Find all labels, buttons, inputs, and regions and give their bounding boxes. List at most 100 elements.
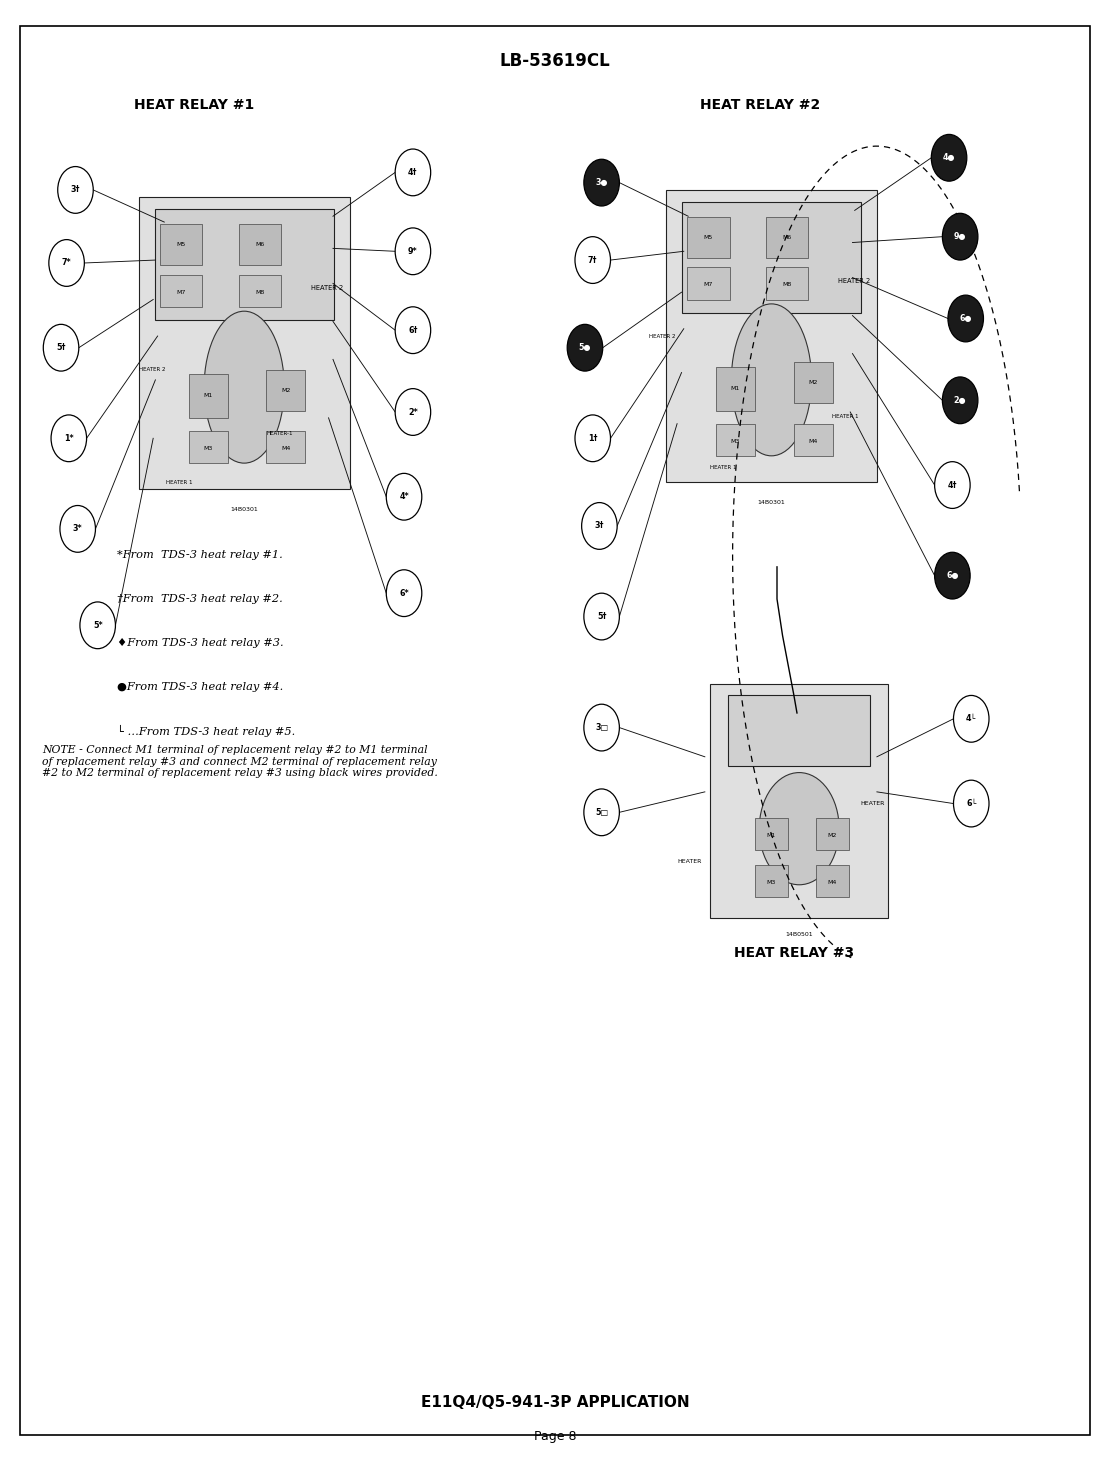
Circle shape [386,570,422,617]
Bar [755,818,788,850]
Text: M7: M7 [176,289,185,295]
Text: HEATER 2: HEATER 2 [311,285,343,291]
Text: HEATER 2: HEATER 2 [649,333,676,339]
Bar [239,275,281,307]
Text: M2: M2 [808,380,818,386]
Text: 3□: 3□ [595,723,608,732]
Bar [266,431,305,463]
Text: HEAT RELAY #1: HEAT RELAY #1 [134,98,254,112]
Text: 7*: 7* [62,259,71,267]
Text: 9●: 9● [953,232,967,241]
Circle shape [582,503,617,549]
Text: NOTE - Connect M1 terminal of replacement relay #2 to M1 terminal
of replacement: NOTE - Connect M1 terminal of replacemen… [42,745,438,779]
Circle shape [942,213,978,260]
Text: 7†: 7† [588,256,597,264]
Text: HEATER: HEATER [860,801,885,806]
Text: M7: M7 [704,282,713,288]
Text: 4●: 4● [942,153,956,162]
Text: M3: M3 [767,880,776,885]
Circle shape [60,506,95,552]
Bar [816,818,849,850]
Text: M2: M2 [281,387,291,393]
Text: 4└: 4└ [966,714,977,723]
Text: HEAT RELAY #2: HEAT RELAY #2 [700,98,820,112]
Text: E11Q4/Q5-941-3P APPLICATION: E11Q4/Q5-941-3P APPLICATION [421,1395,689,1410]
Text: 14B0301: 14B0301 [231,507,258,511]
Text: HEATER 2: HEATER 2 [139,367,165,373]
Text: 3●: 3● [595,178,608,187]
Text: M1: M1 [203,393,213,399]
Text: M2: M2 [828,833,837,839]
Text: 6●: 6● [946,571,959,580]
Bar [160,275,202,307]
Text: 5□: 5□ [595,808,608,817]
Text: HEAT RELAY #3: HEAT RELAY #3 [734,945,854,960]
Circle shape [386,473,422,520]
Bar [710,684,888,918]
Bar [716,424,755,456]
Circle shape [395,149,431,196]
Circle shape [43,324,79,371]
Text: M3: M3 [730,438,740,444]
Circle shape [575,237,610,283]
Text: 3†: 3† [71,186,80,194]
Bar [728,695,870,766]
Circle shape [80,602,115,649]
Text: M3: M3 [203,446,213,451]
Circle shape [584,159,619,206]
Text: 4†: 4† [948,481,957,489]
Text: HEATER-1: HEATER-1 [266,431,293,437]
Circle shape [584,789,619,836]
Text: 4*: 4* [400,492,408,501]
Circle shape [395,228,431,275]
Bar [794,362,832,403]
Text: ♦From TDS-3 heat relay #3.: ♦From TDS-3 heat relay #3. [117,638,283,647]
Circle shape [395,389,431,435]
Bar [189,431,228,463]
Text: 2*: 2* [408,408,417,416]
Text: 3*: 3* [73,524,82,533]
Ellipse shape [731,304,811,456]
Circle shape [935,462,970,508]
Text: M5: M5 [704,235,713,240]
Bar [239,225,281,266]
Text: M4: M4 [828,880,837,885]
Text: Page 8: Page 8 [534,1430,576,1442]
Circle shape [567,324,603,371]
Text: HEATER 1: HEATER 1 [832,413,859,419]
Text: M8: M8 [783,282,791,288]
Bar [816,865,849,897]
Bar [682,202,861,313]
Text: 6●: 6● [959,314,972,323]
Circle shape [948,295,983,342]
Text: 5*: 5* [93,621,102,630]
Bar [266,370,305,411]
Text: 2●: 2● [953,396,967,405]
Text: 1†: 1† [588,434,597,443]
Circle shape [935,552,970,599]
Bar [755,865,788,897]
Text: M4: M4 [281,446,291,451]
Circle shape [575,415,610,462]
Text: 1*: 1* [64,434,73,443]
Text: HEATER: HEATER [677,859,702,865]
Bar [160,225,202,266]
Ellipse shape [204,311,284,463]
Circle shape [58,167,93,213]
Text: 14B0501: 14B0501 [786,932,813,937]
Bar [666,190,877,482]
Bar [794,424,832,456]
Text: †From  TDS-3 heat relay #2.: †From TDS-3 heat relay #2. [117,595,282,603]
Text: ●From TDS-3 heat relay #4.: ●From TDS-3 heat relay #4. [117,682,283,691]
Circle shape [584,593,619,640]
Text: HEATER 2: HEATER 2 [838,278,870,283]
Text: HEATER 1: HEATER 1 [710,465,737,470]
Text: *From  TDS-3 heat relay #1.: *From TDS-3 heat relay #1. [117,551,282,560]
Text: HEATER 1: HEATER 1 [166,479,193,485]
Text: M4: M4 [808,438,818,444]
Circle shape [395,307,431,354]
Text: 9*: 9* [408,247,417,256]
Text: LB-53619CL: LB-53619CL [500,53,610,70]
Text: M5: M5 [176,243,185,247]
Bar [766,267,808,300]
